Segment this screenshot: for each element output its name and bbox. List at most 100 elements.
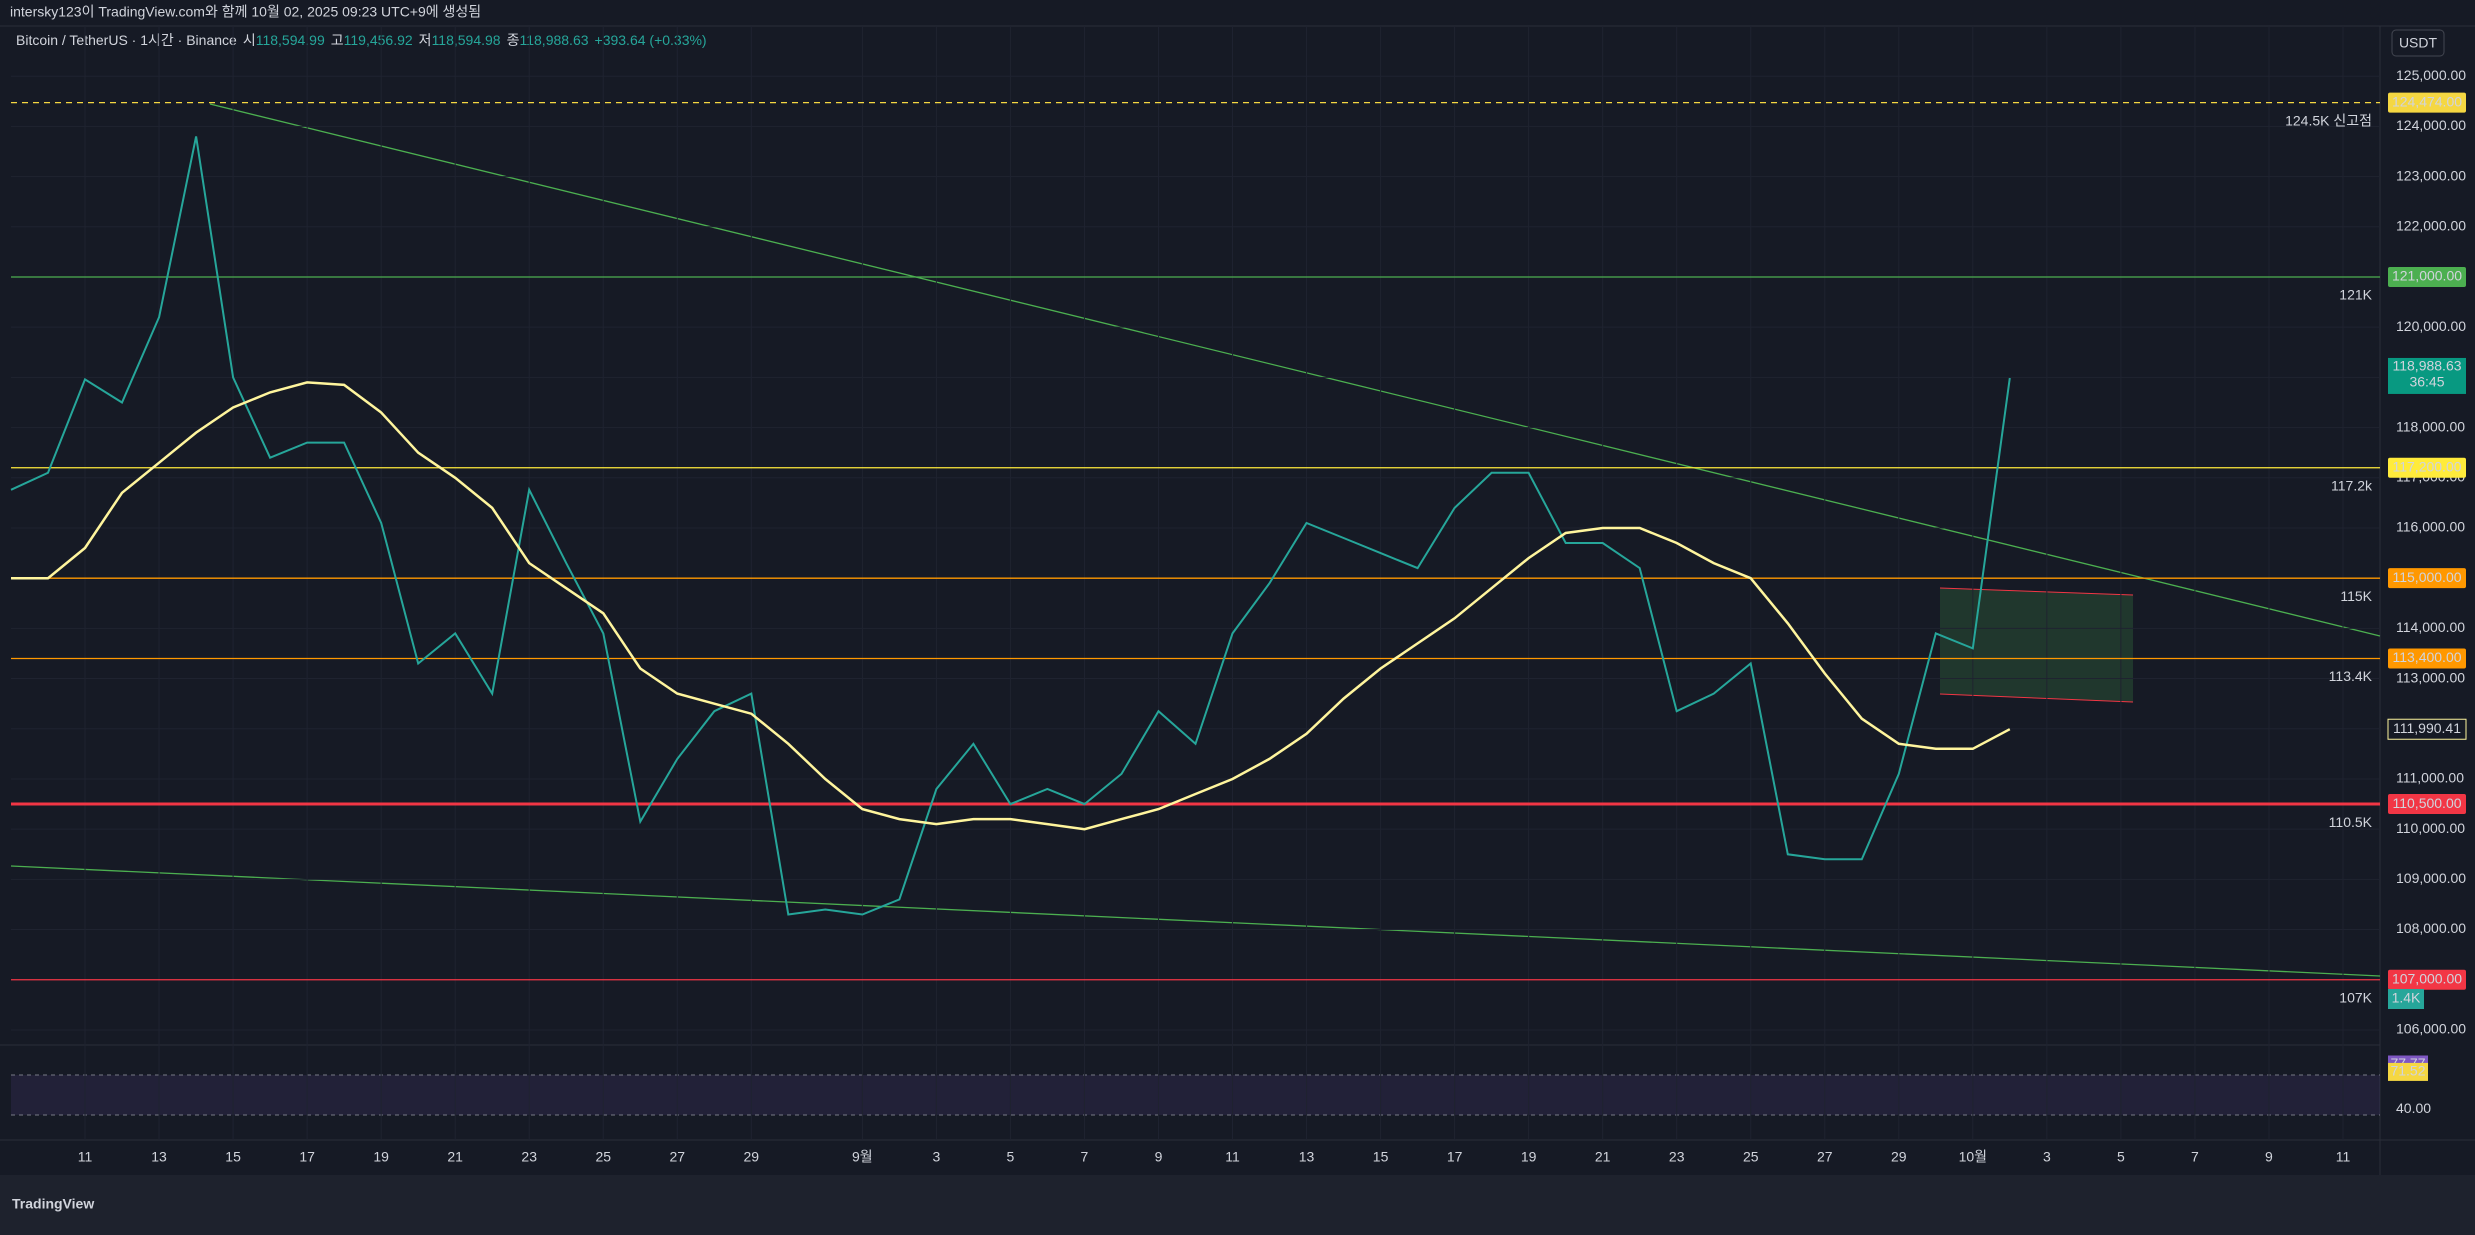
brand: TradingView: [12, 1196, 94, 1212]
x-tick-label: 7: [1081, 1149, 1089, 1165]
rsi-tick-label: 40.00: [2396, 1100, 2431, 1116]
last-price-badge: [2388, 357, 2466, 394]
level-label: 107K: [2339, 989, 2372, 1005]
last-price: 118,988.63: [2392, 358, 2461, 374]
y-tick-label: 106,000.00: [2396, 1021, 2466, 1037]
y-tick-label: 110,000.00: [2396, 820, 2465, 836]
level-label: 117.2k: [2331, 477, 2373, 493]
x-tick-label: 27: [1817, 1149, 1833, 1165]
x-tick-label: 11: [78, 1149, 93, 1165]
y-tick-label: 114,000.00: [2396, 619, 2465, 635]
trendline-upper: [209, 103, 2381, 637]
level-badge: [2388, 457, 2466, 478]
x-tick-label: 7: [2191, 1149, 2199, 1165]
level-badge: [2388, 969, 2466, 990]
level-price: 117,200.00: [2392, 458, 2461, 474]
x-tick-label: 19: [373, 1149, 389, 1165]
y-tick-label: 122,000.00: [2396, 217, 2466, 233]
y-tick-label: 116,000.00: [2396, 519, 2465, 535]
rsi-label: 71.52: [2390, 1063, 2425, 1079]
x-tick-label: 13: [1299, 1149, 1315, 1165]
x-tick-label: 5: [2117, 1149, 2125, 1165]
currency-button[interactable]: [2391, 29, 2445, 57]
x-tick-label: 21: [447, 1149, 463, 1165]
x-tick-label: 9: [2265, 1149, 2273, 1165]
header: intersky123이 TradingView.com와 함께 10월 02,…: [10, 4, 481, 20]
x-tick-label: 23: [1669, 1149, 1685, 1165]
y-tick-label: 109,000.00: [2396, 870, 2466, 886]
open-label: 시: [243, 32, 256, 48]
x-tick-label: 21: [1595, 1149, 1611, 1165]
level-label: 110.5K: [2329, 814, 2373, 830]
y-tick-label: 118,000.00: [2396, 418, 2465, 434]
x-tick-label: 13: [151, 1149, 167, 1165]
y-tick-label: 120,000.00: [2396, 318, 2466, 334]
low-label: 저: [419, 32, 432, 48]
x-tick-label: 25: [1743, 1149, 1759, 1165]
level-price: 113,400.00: [2392, 649, 2461, 665]
level-price: 124,474.00: [2392, 93, 2462, 109]
y-tick-label: 108,000.00: [2396, 920, 2466, 936]
level-label: 121K: [2339, 287, 2372, 303]
symbol-info: Bitcoin / TetherUS · 1시간 · Binance 시118,5…: [16, 32, 707, 48]
countdown: 36:45: [2409, 374, 2444, 390]
y-tick-label: 111,000.00: [2396, 770, 2464, 786]
rsi-band: [11, 1075, 2380, 1115]
level-badge: [2388, 648, 2466, 669]
price-line: [10, 136, 2011, 916]
x-tick-label: 17: [299, 1149, 315, 1165]
ma-badge: [2387, 718, 2467, 740]
level-label: 124.5K 신고점: [2285, 112, 2372, 128]
x-tick-label: 11: [2336, 1149, 2351, 1165]
x-tick-label: 9월: [852, 1149, 873, 1165]
level-badge: [2388, 794, 2466, 815]
high-label: 고: [331, 32, 344, 48]
x-tick-label: 15: [1373, 1149, 1389, 1165]
x-tick-label: 29: [1891, 1149, 1907, 1165]
symbol-name: Bitcoin / TetherUS · 1시간 · Binance: [16, 32, 237, 48]
x-tick-label: 9: [1155, 1149, 1163, 1165]
x-tick-label: 5: [1007, 1149, 1015, 1165]
level-label: 115K: [2340, 588, 2372, 604]
close-label: 종: [507, 32, 520, 48]
rsi-badge: [2388, 1062, 2428, 1081]
level-price: 115,000.00: [2392, 569, 2461, 585]
x-tick-label: 17: [1447, 1149, 1463, 1165]
volume-badge: [2388, 989, 2424, 1009]
x-tick-label: 19: [1521, 1149, 1537, 1165]
level-price: 110,500.00: [2392, 795, 2461, 811]
x-tick-label: 3: [2043, 1149, 2051, 1165]
channel-top: [1939, 587, 2134, 596]
x-tick-label: 29: [744, 1149, 760, 1165]
x-tick-label: 11: [1225, 1149, 1240, 1165]
currency[interactable]: USDT: [2399, 35, 2438, 51]
channel-bottom: [1939, 693, 2134, 703]
y-tick-label: 124,000.00: [2396, 117, 2466, 133]
y-tick-label: 123,000.00: [2396, 167, 2466, 183]
level-badge: [2388, 92, 2466, 113]
ma-price: 111,990.41: [2393, 720, 2461, 736]
close: 118,988.63: [519, 32, 588, 48]
x-tick-label: 10월: [1959, 1149, 1987, 1165]
x-tick-label: 15: [225, 1149, 241, 1165]
y-tick-label: 125,000.00: [2396, 67, 2466, 83]
open: 118,594.99: [256, 32, 325, 48]
channel-box: [1940, 588, 2133, 702]
change: +393.64 (+0.33%): [595, 32, 707, 48]
level-price: 107,000.00: [2392, 970, 2462, 986]
x-tick-label: 23: [521, 1149, 537, 1165]
level-badge: [2388, 568, 2466, 589]
trendline-lower: [10, 865, 2381, 977]
y-tick-label: 113,000.00: [2396, 669, 2465, 685]
footer-bar: [0, 1175, 2475, 1235]
level-label: 113.4K: [2329, 668, 2373, 684]
x-tick-label: 27: [669, 1149, 685, 1165]
level-price: 121,000.00: [2392, 268, 2462, 284]
high: 119,456.92: [344, 32, 413, 48]
price-line: [11, 381, 2011, 831]
level-badge: [2388, 266, 2466, 287]
volume-label: 1.4K: [2392, 990, 2421, 1006]
x-tick-label: 3: [932, 1149, 940, 1165]
